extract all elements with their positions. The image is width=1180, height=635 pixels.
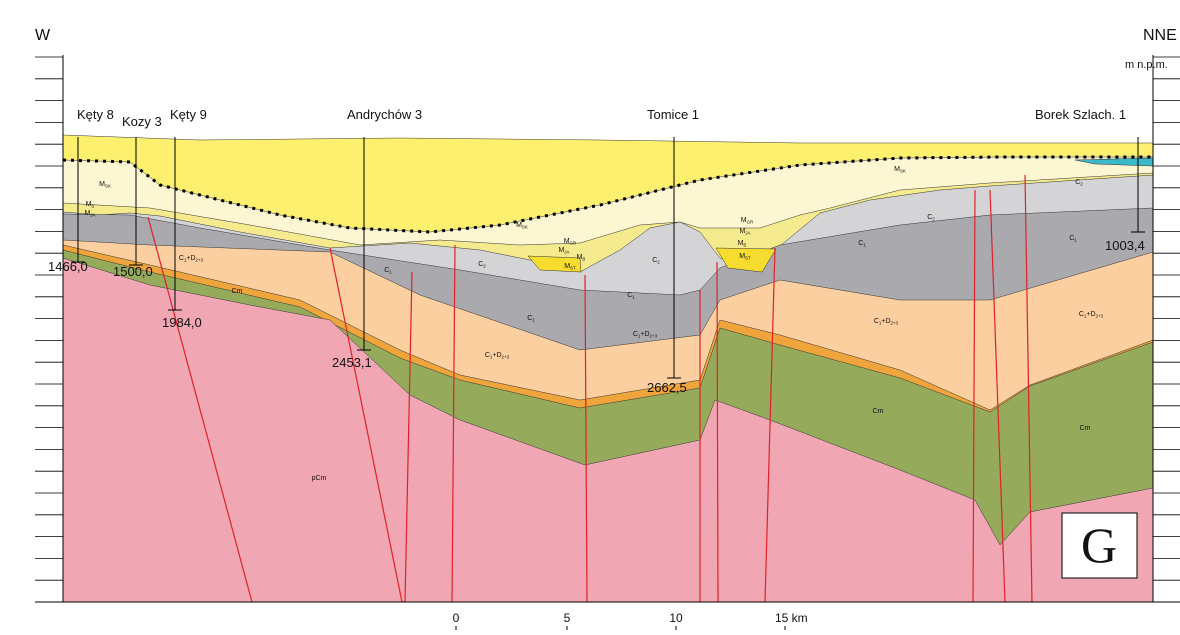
panel-letter: G: [1081, 517, 1117, 573]
well-name: Andrychów 3: [347, 107, 422, 122]
well-depth: 1984,0: [162, 315, 202, 330]
layer-sub: 2+3: [650, 334, 658, 339]
well-name: Kozy 3: [122, 114, 162, 129]
layer-label: Cm: [1080, 425, 1091, 432]
layer-main: +D: [492, 352, 501, 359]
layer-sub: SK: [522, 225, 528, 230]
well-name: Borek Szlach. 1: [1035, 107, 1126, 122]
layer-sub: 2+3: [1096, 314, 1104, 319]
layer-sub: JA: [745, 231, 750, 236]
left-label: W: [35, 27, 51, 44]
layer-main: Cm: [873, 408, 884, 415]
scale-label: 10: [669, 611, 683, 625]
layer-main: +D: [640, 331, 649, 338]
layer-label: pCm: [312, 475, 327, 482]
layer-main: pCm: [312, 475, 327, 482]
layer-main: Cm: [1080, 425, 1091, 432]
well-depth: 1003,4: [1105, 238, 1145, 253]
layer-sub: B: [743, 243, 746, 248]
geology: [63, 135, 1153, 602]
layer-sub: ST: [745, 256, 751, 261]
cross-section: W NNE m n.p.m. G Kęty 8 1466,0 Kozy 3 1500,…: [0, 0, 1180, 630]
layer-sub: SK: [105, 184, 111, 189]
layer-sub: B: [91, 204, 94, 209]
layer-sub: GR: [570, 241, 578, 246]
scale-label: 15 km: [775, 611, 808, 625]
scale-label: 5: [564, 611, 571, 625]
right-label: NNE: [1143, 27, 1177, 44]
layer-sub: JA: [90, 213, 95, 218]
layer-sub: B: [582, 257, 585, 262]
layer-sub: 2+3: [502, 355, 510, 360]
layer-sub: SK: [900, 169, 906, 174]
layer-label: Cm: [873, 408, 884, 415]
well-depth: 1466,0: [48, 259, 88, 274]
well-name: Tomice 1: [647, 107, 699, 122]
well-depth: 1500,0: [113, 264, 153, 279]
layer-sub: 2+3: [196, 258, 204, 263]
layer-main: +D: [881, 318, 890, 325]
layer-sub: GR: [747, 220, 755, 225]
well-depth: 2453,1: [332, 355, 372, 370]
unit-label: m n.p.m.: [1125, 59, 1168, 71]
well-name: Kęty 9: [170, 107, 207, 122]
well-depth: 2662,5: [647, 380, 687, 395]
layer-main: Cm: [232, 288, 243, 295]
layer-sub: 2+3: [891, 321, 899, 326]
layer-sub: ST: [570, 266, 576, 271]
scale-label: 0: [453, 611, 460, 625]
layer-label: Cm: [232, 288, 243, 295]
layer-main: +D: [186, 255, 195, 262]
well-name: Kęty 8: [77, 107, 114, 122]
layer-sub: JA: [564, 250, 569, 255]
layer-main: +D: [1086, 311, 1095, 318]
